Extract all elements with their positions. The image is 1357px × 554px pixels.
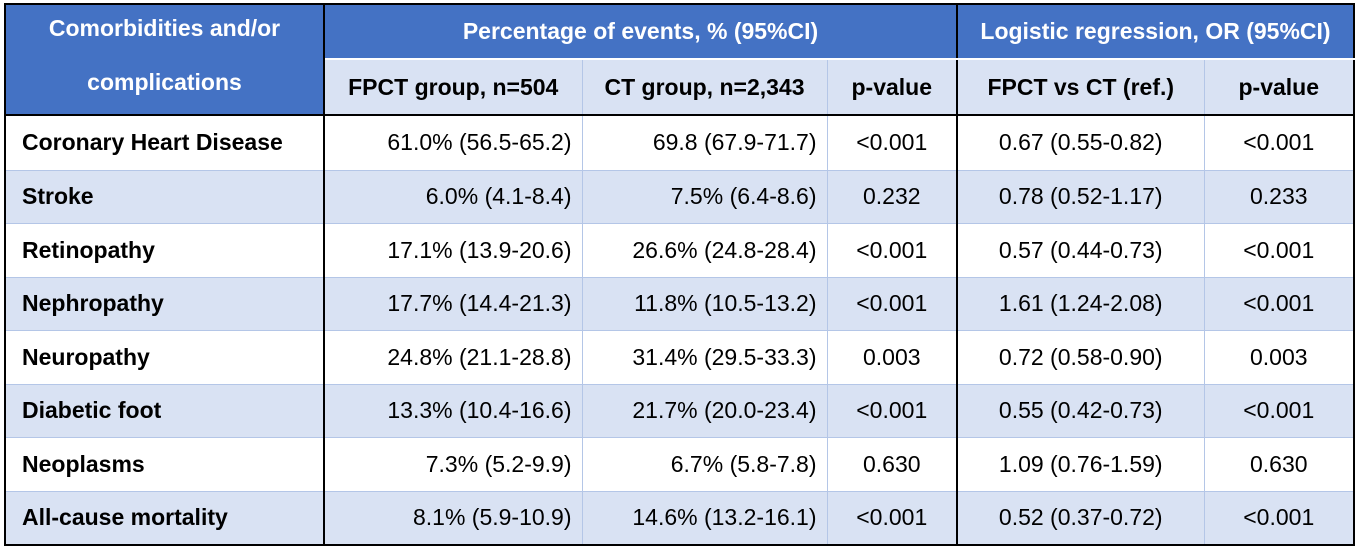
p-value-events: <0.001 [826,276,958,331]
row-label: All-cause mortality [4,490,325,546]
comorbidities-table: Comorbidities and/or complications Perce… [4,3,1355,546]
row-label: Diabetic foot [4,383,325,438]
p-value-regression: 0.630 [1203,436,1355,492]
p-value-events: 0.003 [826,329,958,385]
odds-ratio-value: 0.78 (0.52-1.17) [956,169,1205,224]
fpct-value: 6.0% (4.1-8.4) [323,169,583,224]
p-value-regression: <0.001 [1203,276,1355,331]
fpct-value: 8.1% (5.9-10.9) [323,490,583,546]
table-row: Diabetic foot 13.3% (10.4-16.6) 21.7% (20.… [4,383,1355,438]
row-label: Nephropathy [4,276,325,331]
ct-value: 21.7% (20.0-23.4) [581,383,828,438]
odds-ratio-value: 0.55 (0.42-0.73) [956,383,1205,438]
col-header-p-value-regression: p-value [1203,58,1355,116]
ct-value: 69.8 (67.9-71.7) [581,114,828,171]
p-value-events: <0.001 [826,490,958,546]
fpct-value: 7.3% (5.2-9.9) [323,436,583,492]
fpct-value: 13.3% (10.4-16.6) [323,383,583,438]
ct-value: 26.6% (24.8-28.4) [581,222,828,278]
p-value-regression: <0.001 [1203,383,1355,438]
results-table-wrapper: Comorbidities and/or complications Perce… [4,3,1355,546]
row-label: Retinopathy [4,222,325,278]
p-value-events: <0.001 [826,383,958,438]
odds-ratio-value: 0.72 (0.58-0.90) [956,329,1205,385]
ct-value: 11.8% (10.5-13.2) [581,276,828,331]
p-value-events: 0.630 [826,436,958,492]
ct-value: 31.4% (29.5-33.3) [581,329,828,385]
fpct-value: 61.0% (56.5-65.2) [323,114,583,171]
p-value-events: <0.001 [826,114,958,171]
fpct-value: 17.1% (13.9-20.6) [323,222,583,278]
col-header-ct: CT group, n=2,343 [581,58,828,116]
col-header-p-value-events: p-value [826,58,958,116]
row-header-cell: Comorbidities and/or complications [4,3,325,116]
table-row: Neoplasms 7.3% (5.2-9.9) 6.7% (5.8-7.8) 0.6… [4,436,1355,492]
fpct-value: 17.7% (14.4-21.3) [323,276,583,331]
group-header-events: Percentage of events, % (95%CI) [324,3,958,60]
p-value-regression: 0.003 [1203,329,1355,385]
p-value-regression: 0.233 [1203,169,1355,224]
col-header-or: FPCT vs CT (ref.) [956,58,1205,116]
p-value-events: <0.001 [826,222,958,278]
table-row: All-cause mortality 8.1% (5.9-10.9) 14.6% … [4,490,1355,546]
table-row: Retinopathy 17.1% (13.9-20.6) 26.6% (24.8-… [4,222,1355,278]
row-label: Neoplasms [4,436,325,492]
row-label: Neuropathy [4,329,325,385]
table-row: Nephropathy 17.7% (14.4-21.3) 11.8% (10.5-… [4,276,1355,331]
table-row: Neuropathy 24.8% (21.1-28.8) 31.4% (29.5-3… [4,329,1355,385]
p-value-regression: <0.001 [1203,114,1355,171]
ct-value: 7.5% (6.4-8.6) [581,169,828,224]
group-header-regression: Logistic regression, OR (95%CI) [957,3,1355,60]
table-row: Stroke 6.0% (4.1-8.4) 7.5% (6.4-8.6) 0.232 0… [4,169,1355,224]
table-row: Coronary Heart Disease 61.0% (56.5-65.2) 6… [4,114,1355,171]
row-label: Stroke [4,169,325,224]
col-header-fpct: FPCT group, n=504 [323,58,583,116]
odds-ratio-value: 0.52 (0.37-0.72) [956,490,1205,546]
row-header-line-2: complications [87,69,242,95]
ct-value: 6.7% (5.8-7.8) [581,436,828,492]
odds-ratio-value: 0.67 (0.55-0.82) [956,114,1205,171]
row-header-line-1: Comorbidities and/or [48,15,281,41]
p-value-regression: <0.001 [1203,222,1355,278]
p-value-regression: <0.001 [1203,490,1355,546]
ct-value: 14.6% (13.2-16.1) [581,490,828,546]
row-label: Coronary Heart Disease [4,114,325,171]
odds-ratio-value: 1.09 (0.76-1.59) [956,436,1205,492]
p-value-events: 0.232 [826,169,958,224]
odds-ratio-value: 0.57 (0.44-0.73) [956,222,1205,278]
fpct-value: 24.8% (21.1-28.8) [323,329,583,385]
odds-ratio-value: 1.61 (1.24-2.08) [956,276,1205,331]
